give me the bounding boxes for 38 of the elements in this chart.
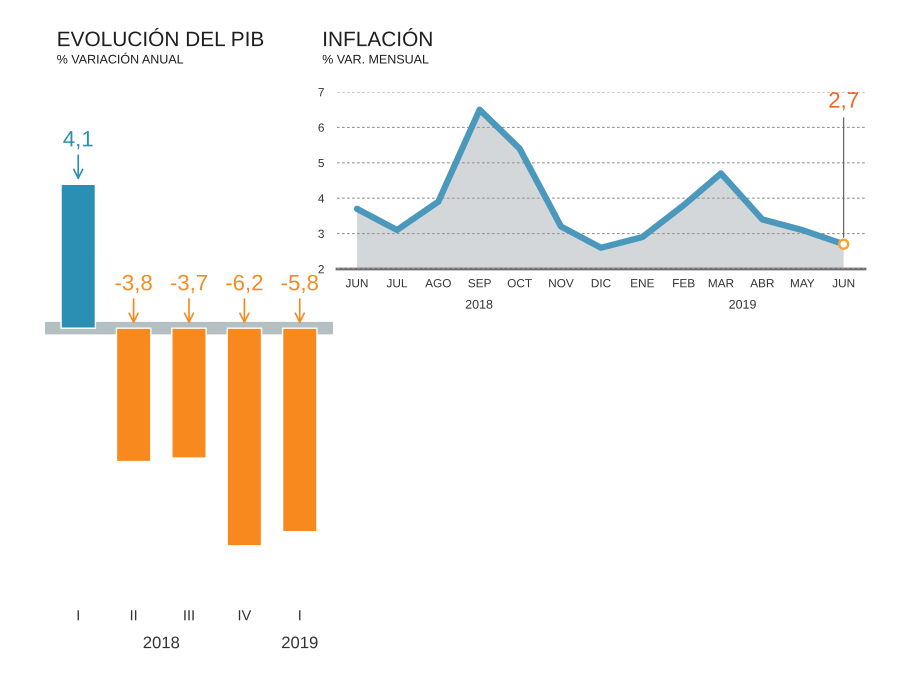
chart-title: INFLACIÓN [324, 28, 432, 46]
chart-subtitle: % VARIACIÓN ANUAL [57, 52, 184, 64]
x-tick-label: II [130, 610, 136, 620]
x-tick-label: ABR [750, 279, 774, 288]
text: 2019 [729, 300, 756, 309]
y-tick-label: 4 [318, 194, 324, 202]
y-tick-label: 6 [318, 123, 324, 132]
chart-title: EVOLUCIÓN DEL PIB [58, 28, 264, 46]
x-tick-label: I [299, 610, 300, 620]
data-label: 4,1 [63, 131, 93, 150]
x-tick-label: MAY [790, 279, 814, 288]
x-tick-label: JUN [832, 279, 854, 288]
x-tick-label: DIC [592, 279, 611, 288]
x-tick-label: JUL [386, 279, 408, 288]
x-tick-label: IV [238, 610, 252, 620]
x-tick-label: I [78, 610, 79, 620]
y-tick-label: 5 [318, 158, 324, 168]
x-tick-label: III [184, 610, 194, 620]
x-tick-label: AGO [425, 279, 451, 288]
data-label: -5,8 [282, 274, 318, 294]
y-tick-label: 3 [318, 230, 324, 238]
x-tick-label: NOV [549, 279, 574, 288]
x-tick-label: SEP [468, 279, 491, 288]
text: 2018 [466, 300, 492, 309]
x-tick-label: OCT [508, 279, 532, 288]
text: 2018 [144, 636, 180, 648]
text: 2019 [282, 636, 318, 648]
chart-subtitle: % VAR. MENSUAL [322, 54, 429, 64]
data-label: -3,7 [170, 274, 208, 294]
x-tick-label: JUN [346, 279, 368, 288]
x-tick-label: MAR [708, 279, 734, 288]
data-label: -6,2 [226, 274, 262, 294]
y-tick-label: 7 [318, 88, 324, 96]
y-tick-label: 2 [318, 265, 324, 274]
annotation: 2,7 [829, 92, 858, 110]
x-tick-label: FEB [673, 279, 695, 288]
x-tick-label: ENE [631, 279, 654, 288]
data-label: -3,8 [115, 274, 152, 294]
